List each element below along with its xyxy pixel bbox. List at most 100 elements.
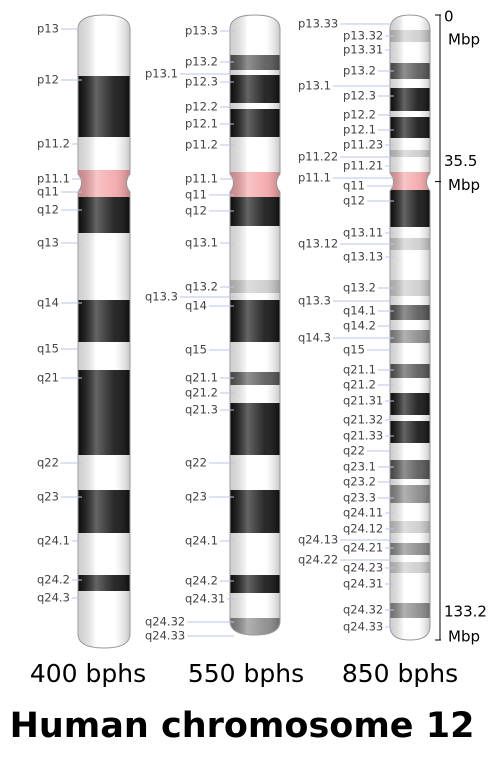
band-label: q24.31 <box>343 577 383 591</box>
band-label: p13.3 <box>185 24 218 38</box>
band-label: p13.32 <box>343 29 383 43</box>
band-label: q21.1 <box>343 363 376 377</box>
band-label: q12 <box>185 204 207 218</box>
resolution-label: 400 bphs <box>30 659 146 688</box>
band-label: q24.23 <box>343 561 383 575</box>
band-label: q11 <box>185 188 207 202</box>
band-label: p11.2 <box>185 138 218 152</box>
band-label: q21.2 <box>343 378 376 392</box>
band-label: p12.1 <box>343 123 376 137</box>
band-label: q24.13 <box>298 533 338 547</box>
chromosome-outline <box>389 14 431 641</box>
band-label: q15 <box>37 342 59 356</box>
band-label: p12 <box>37 73 59 87</box>
band-label: p12.2 <box>343 108 376 122</box>
band-label: q21.31 <box>343 394 383 408</box>
shading <box>78 15 130 648</box>
scale-value: 133.2 <box>444 603 487 621</box>
band-label: p13.33 <box>298 17 338 31</box>
band-label: p11.2 <box>37 137 70 151</box>
band-label: p13.1 <box>298 79 331 93</box>
band-label: q14.2 <box>343 319 376 333</box>
band-label: p11.21 <box>343 159 383 173</box>
band-label: q24.22 <box>298 553 338 567</box>
scale-unit: Mbp <box>448 176 480 194</box>
band-label: q24.2 <box>37 573 70 587</box>
band-label: q15 <box>185 343 207 357</box>
band-label: q21.33 <box>343 429 383 443</box>
band-label: q21.3 <box>185 403 218 417</box>
band-label: q24.1 <box>185 534 218 548</box>
band-label: q24.33 <box>343 620 383 634</box>
band-label: q23.3 <box>343 491 376 505</box>
band-label: q24.21 <box>343 541 383 555</box>
band-label: q14 <box>185 299 207 313</box>
resolution-label: 550 bphs <box>188 659 304 688</box>
scale-value: 0 <box>444 8 454 26</box>
band-label: q13.3 <box>145 290 178 304</box>
band-label: q14.3 <box>298 331 331 345</box>
band-label: q13.2 <box>343 281 376 295</box>
band-label: q24.11 <box>343 506 383 520</box>
band-label: q13.1 <box>185 236 218 250</box>
band-label: p13.31 <box>343 43 383 57</box>
band-label: q12 <box>343 194 365 208</box>
band-label: q12 <box>37 203 59 217</box>
band-label: p12.3 <box>343 89 376 103</box>
band-label: p12.2 <box>185 100 218 114</box>
band-label: q22 <box>185 456 207 470</box>
shading <box>230 15 280 635</box>
scale-unit: Mbp <box>448 31 480 49</box>
band-label: p11.1 <box>37 172 70 186</box>
band-label: q24.32 <box>343 603 383 617</box>
band-label: q11 <box>343 179 365 193</box>
band-label: q13.12 <box>298 237 338 251</box>
band-label: q24.12 <box>343 522 383 536</box>
band-label: p11.1 <box>298 171 331 185</box>
band-label: q21 <box>37 371 59 385</box>
band-label: q21.1 <box>185 371 218 385</box>
band-label: q13.11 <box>343 226 383 240</box>
band-label: q14 <box>37 296 59 310</box>
band-label: q24.32 <box>145 615 185 629</box>
band-label: p11.1 <box>185 172 218 186</box>
band-label: q24.3 <box>37 591 70 605</box>
chromosome <box>230 15 280 635</box>
band-label: q13.3 <box>298 294 331 308</box>
band-label: p12.3 <box>185 75 218 89</box>
band-label: q23.2 <box>343 475 376 489</box>
band-label: q24.31 <box>185 592 225 606</box>
chromosome <box>390 15 430 640</box>
band-label: q23.1 <box>343 460 376 474</box>
band-label: q13.13 <box>343 250 383 264</box>
chromosome <box>78 15 130 648</box>
band-label: q22 <box>37 456 59 470</box>
band-label: p12.1 <box>185 117 218 131</box>
band-label: q21.32 <box>343 413 383 427</box>
band-label: q15 <box>343 343 365 357</box>
scale-unit: Mbp <box>448 628 480 646</box>
band-label: q24.33 <box>145 629 185 643</box>
figure-title: Human chromosome 12 <box>10 706 475 746</box>
band-label: q23 <box>37 490 59 504</box>
band-label: q24.1 <box>37 534 70 548</box>
band-label: q11 <box>37 185 59 199</box>
band-label: q13 <box>37 236 59 250</box>
scale-value: 35.5 <box>444 152 477 170</box>
band-label: q14.1 <box>343 304 376 318</box>
band-label: p13.2 <box>185 55 218 69</box>
band-label: q24.2 <box>185 574 218 588</box>
shading <box>390 15 430 640</box>
band-label: p13.1 <box>145 67 178 81</box>
band-label: p13 <box>37 22 59 36</box>
band-label: p11.23 <box>343 138 383 152</box>
band-label: q23 <box>185 490 207 504</box>
band-label: p11.22 <box>298 150 338 164</box>
band-label: q21.2 <box>185 386 218 400</box>
band-label: q13.2 <box>185 280 218 294</box>
chromosome-outline <box>229 14 281 636</box>
resolution-label: 850 bphs <box>342 659 458 688</box>
band-label: p13.2 <box>343 64 376 78</box>
band-label: q22 <box>343 444 365 458</box>
